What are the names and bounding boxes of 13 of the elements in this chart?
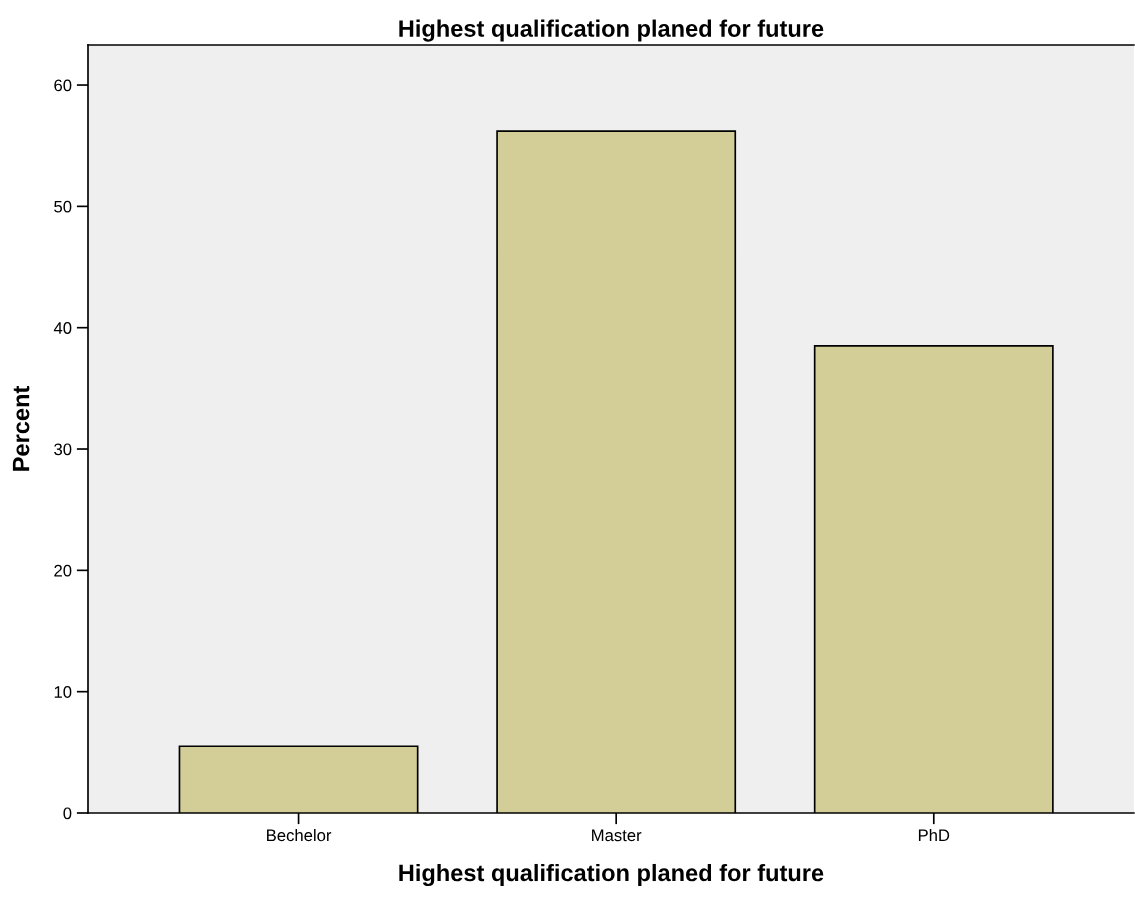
chart-title: Highest qualification planed for future [399, 19, 824, 42]
y-tick-label: 40 [53, 322, 72, 334]
y-tick-label: 10 [54, 686, 72, 698]
y-tick-label: 50 [54, 200, 72, 213]
y-axis-title: Percent [12, 385, 30, 471]
y-tick-label: 0 [63, 807, 72, 820]
x-tick-label: Master [592, 829, 642, 842]
y-tick-label: 30 [54, 443, 72, 456]
x-axis-title: Highest qualification planed for future [399, 863, 824, 887]
x-tick-label: PhD [918, 828, 950, 842]
x-tick-label: Bechelor [267, 828, 332, 842]
y-tick-label: 20 [54, 564, 72, 577]
y-tick-label: 60 [54, 79, 72, 92]
